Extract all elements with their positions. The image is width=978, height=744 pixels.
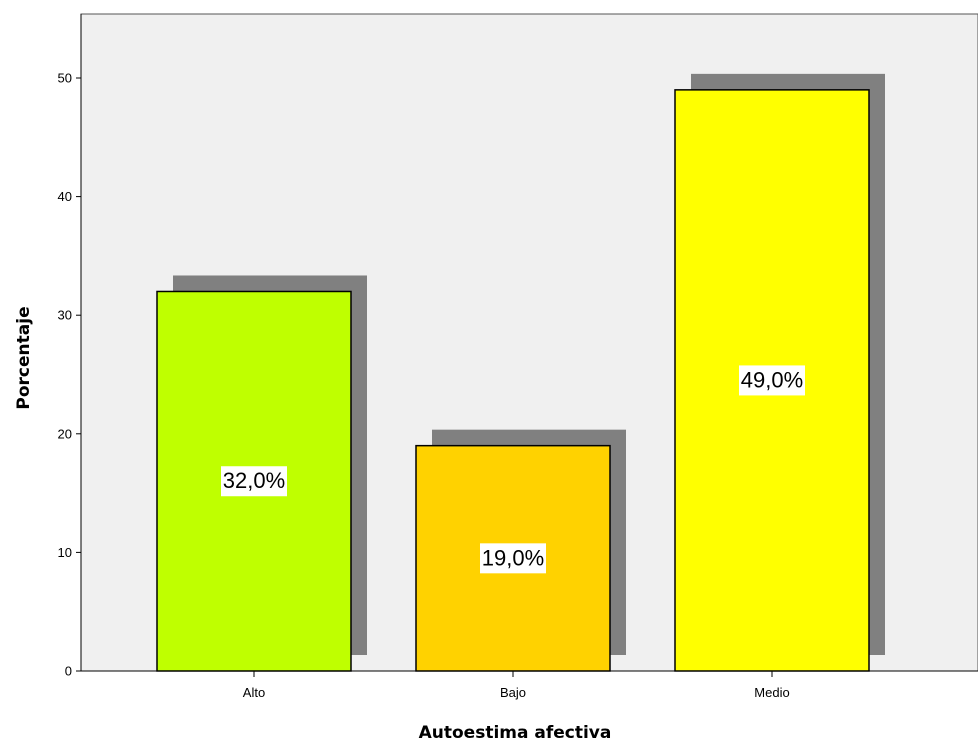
- data-label: 49,0%: [741, 367, 803, 392]
- x-tick-label: Alto: [243, 685, 265, 700]
- data-label: 32,0%: [223, 468, 285, 493]
- x-axis-title: Autoestima afectiva: [419, 723, 612, 743]
- y-axis-title: Porcentaje: [14, 306, 34, 409]
- y-tick-label: 30: [58, 308, 72, 323]
- x-tick-label: Bajo: [500, 685, 526, 700]
- x-ticks: Alto Bajo Medio: [243, 671, 790, 700]
- y-tick-label: 50: [58, 71, 72, 86]
- data-label: 19,0%: [482, 545, 544, 570]
- y-tick-label: 20: [58, 426, 72, 441]
- y-tick-label: 0: [65, 664, 72, 679]
- y-ticks: 0 10 20 30 40 50: [58, 71, 81, 679]
- y-tick-label: 40: [58, 189, 72, 204]
- y-tick-label: 10: [58, 545, 72, 560]
- data-label-box: [221, 466, 287, 497]
- data-label-box: [739, 365, 805, 396]
- data-label-box: [480, 543, 546, 574]
- x-tick-label: Medio: [754, 685, 789, 700]
- bars-layer: 32,0% 19,0% 49,0%: [156, 73, 885, 672]
